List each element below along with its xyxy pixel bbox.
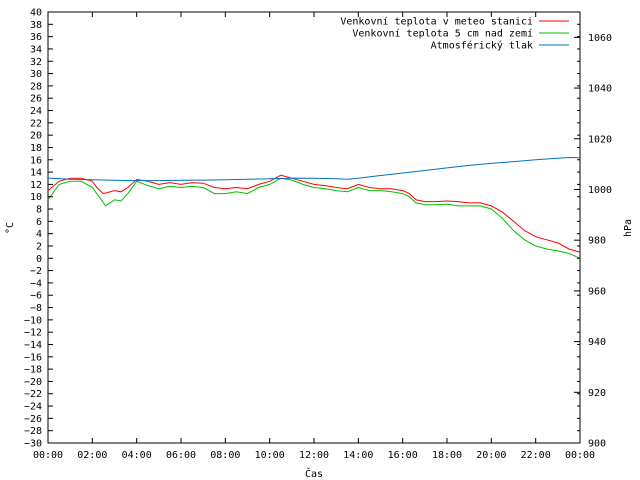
x-tick-label: 08:00 — [210, 450, 240, 461]
y-tick-label: 14 — [30, 168, 42, 179]
x-tick-label: 00:00 — [33, 450, 63, 461]
y-axis-label-right: hPa — [623, 219, 634, 237]
y-tick-label: 34 — [30, 44, 42, 55]
right-axis: 900 920 940 960 980 1000 1020 1040 1060 — [574, 33, 612, 450]
y-tick-label: 22 — [30, 118, 42, 129]
y-tick-label: −4 — [30, 278, 42, 289]
x-tick-label: 16:00 — [388, 450, 418, 461]
legend-label: Venkovní teplota v meteo stanici — [340, 16, 533, 28]
y2-tick-label: 940 — [588, 337, 606, 348]
legend-label: Venkovní teplota 5 cm nad zemí — [352, 28, 533, 40]
y-tick-label: −12 — [24, 328, 42, 339]
plot-area-frame — [47, 11, 581, 444]
x-tick-label: 20:00 — [476, 450, 506, 461]
y-tick-label: 8 — [36, 205, 42, 216]
y2-tick-label: 920 — [588, 388, 606, 399]
y2-tick-label: 960 — [588, 286, 606, 297]
series-line-1 — [47, 174, 581, 253]
y-tick-label: 0 — [36, 254, 42, 265]
x-tick-label: 02:00 — [77, 450, 107, 461]
y-tick-label: 18 — [30, 143, 42, 154]
x-tick-label: 14:00 — [343, 450, 373, 461]
x-axis-label: Čas — [305, 467, 323, 480]
y2-tick-label: 1060 — [588, 33, 612, 44]
y-tick-label: −18 — [24, 365, 42, 376]
legend: Venkovní teplota v meteo staniciVenkovní… — [340, 16, 569, 52]
y2-tick-label: 1020 — [588, 134, 612, 145]
y-tick-label: 36 — [30, 32, 42, 43]
y-tick-label: −2 — [30, 266, 42, 277]
y-tick-label: 28 — [30, 81, 42, 92]
series-line-3 — [47, 156, 581, 182]
y-tick-label: 24 — [30, 106, 42, 117]
y-axis-label-left: °C — [5, 222, 16, 234]
y2-tick-label: 1040 — [588, 84, 612, 95]
y-tick-label: −10 — [24, 315, 42, 326]
x-tick-label: 06:00 — [166, 450, 196, 461]
y2-tick-label: 1000 — [588, 185, 612, 196]
y2-tick-label: 900 — [588, 439, 606, 450]
y-tick-label: 16 — [30, 155, 42, 166]
y-tick-label: −30 — [24, 439, 42, 450]
y-tick-label: 30 — [30, 69, 42, 80]
y-tick-label: 2 — [36, 241, 42, 252]
y-tick-label: 20 — [30, 131, 42, 142]
x-tick-label: 00:00 — [565, 450, 595, 461]
y-tick-label: −26 — [24, 414, 42, 425]
y-tick-label: −16 — [24, 352, 42, 363]
x-tick-label: 04:00 — [122, 450, 152, 461]
y-tick-label: 32 — [30, 57, 42, 68]
left-axis: −30−28−26−24−22−20−18−16−14−12−10−8−6−4−… — [24, 8, 580, 450]
y-tick-label: −24 — [24, 402, 42, 413]
y-tick-label: 40 — [30, 8, 42, 19]
y-tick-label: −6 — [30, 291, 42, 302]
y-tick-label: 26 — [30, 94, 42, 105]
y-tick-label: −28 — [24, 426, 42, 437]
y-tick-label: −14 — [24, 340, 42, 351]
y-tick-label: −22 — [24, 389, 42, 400]
series-line-2 — [47, 177, 581, 259]
y-tick-label: −8 — [30, 303, 42, 314]
y-tick-label: 4 — [36, 229, 42, 240]
legend-label: Atmosférický tlak — [431, 40, 533, 52]
y-tick-label: −20 — [24, 377, 42, 388]
x-tick-label: 18:00 — [432, 450, 462, 461]
x-tick-label: 12:00 — [299, 450, 329, 461]
y-tick-label: 12 — [30, 180, 42, 191]
y2-tick-label: 980 — [588, 236, 606, 247]
x-tick-label: 10:00 — [255, 450, 285, 461]
y-tick-label: 6 — [36, 217, 42, 228]
bottom-axis: 00:00 02:00 04:00 06:00 08:00 10:00 12:00 14:00… — [33, 12, 595, 461]
y-tick-label: 10 — [30, 192, 42, 203]
y-tick-label: 38 — [30, 20, 42, 31]
x-tick-label: 22:00 — [521, 450, 551, 461]
series-layer — [47, 156, 581, 259]
